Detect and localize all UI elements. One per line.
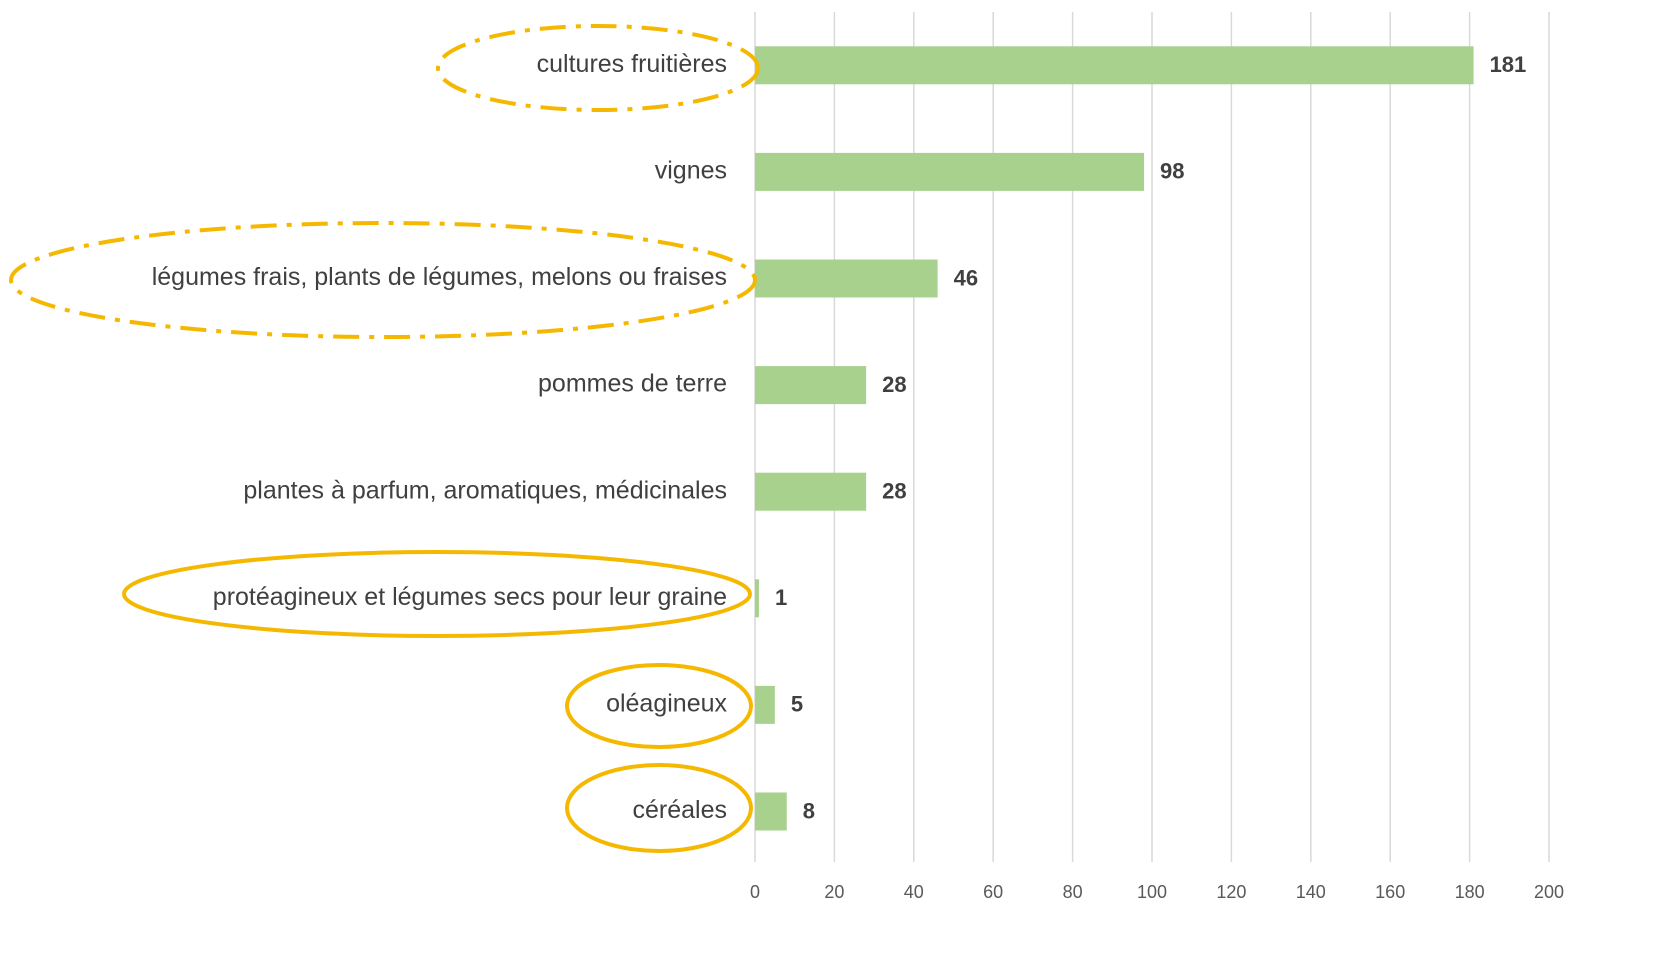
x-tick-label: 140 (1296, 882, 1326, 902)
bar (755, 685, 775, 724)
y-tick-label: pommes de terre (538, 370, 727, 398)
value-label: 1 (775, 585, 787, 610)
bar (755, 472, 867, 511)
bar (755, 46, 1474, 85)
x-tick-label: 20 (824, 882, 844, 902)
bar (755, 579, 759, 618)
bars: cultures fruitières 181 vignes 98 légumes fr… (152, 46, 1527, 831)
x-tick-label: 120 (1216, 882, 1246, 902)
y-tick-label: cultures fruitières (537, 50, 727, 78)
highlight-ellipse (565, 763, 753, 853)
y-tick-label: légumes frais, plants de légumes, melons… (152, 263, 727, 291)
value-label: 8 (803, 798, 815, 823)
value-label: 28 (882, 372, 906, 397)
y-tick-label: oléagineux (606, 690, 727, 718)
x-tick-label: 160 (1375, 882, 1405, 902)
bar (755, 792, 787, 831)
value-label: 181 (1490, 52, 1527, 77)
value-label: 28 (882, 479, 906, 504)
bar (755, 259, 938, 298)
x-tick-label: 180 (1455, 882, 1485, 902)
highlight-ellipse (565, 663, 753, 749)
value-label: 46 (954, 265, 978, 290)
highlight-ellipse (436, 24, 760, 112)
bar (755, 152, 1145, 191)
y-tick-label: plantes à parfum, aromatiques, médicinal… (243, 476, 727, 504)
annotations (9, 24, 760, 853)
value-label: 98 (1160, 159, 1184, 184)
highlight-ellipse (122, 550, 752, 638)
y-tick-label: protéagineux et légumes secs pour leur g… (213, 583, 727, 611)
x-tick-label: 200 (1534, 882, 1564, 902)
highlight-ellipse (9, 221, 757, 339)
x-tick-label: 40 (904, 882, 924, 902)
y-tick-label: céréales (633, 796, 728, 824)
bar (755, 366, 867, 405)
grid: 0 20 40 60 80 100 120 140 160 180 200 (750, 12, 1564, 902)
x-tick-label: 60 (983, 882, 1003, 902)
value-label: 5 (791, 692, 803, 717)
x-tick-label: 80 (1063, 882, 1083, 902)
x-tick-label: 100 (1137, 882, 1167, 902)
x-tick-label: 0 (750, 882, 760, 902)
y-tick-label: vignes (655, 157, 727, 185)
